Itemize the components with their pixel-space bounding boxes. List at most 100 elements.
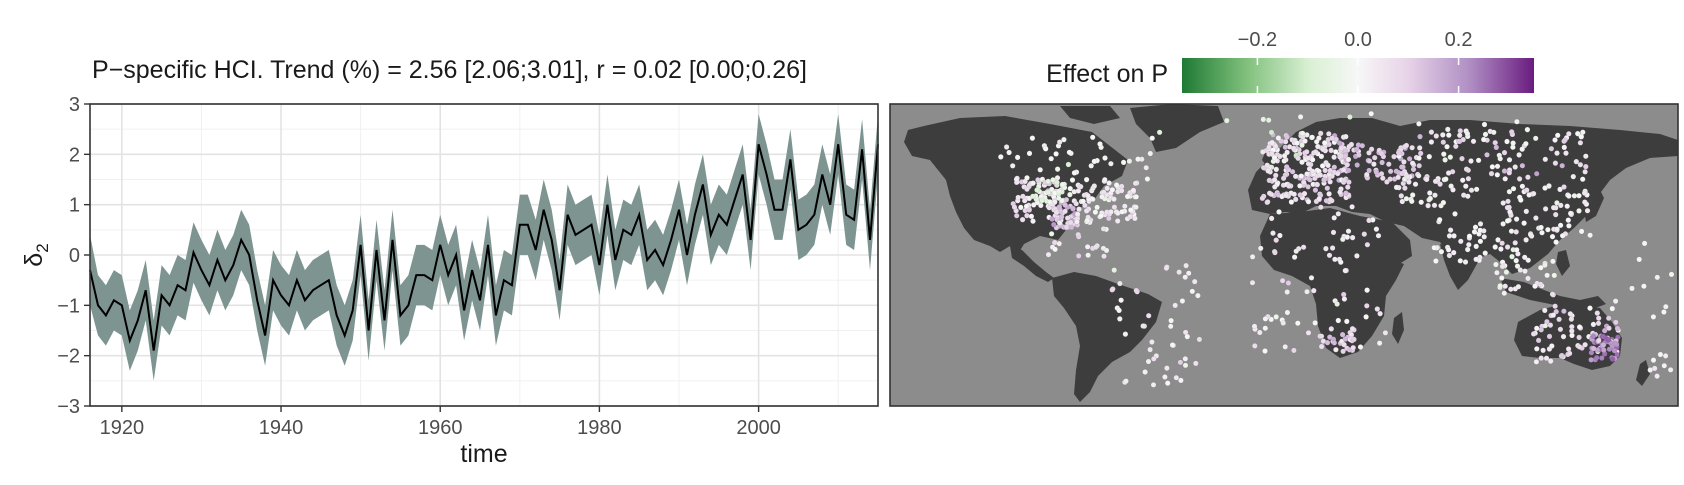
station-point — [1574, 130, 1581, 137]
station-point — [1297, 114, 1304, 120]
station-point — [1537, 281, 1544, 288]
data-point — [208, 284, 210, 286]
station-point — [1535, 337, 1542, 344]
station-point — [1049, 216, 1055, 222]
station-point — [1326, 191, 1332, 197]
data-point — [185, 289, 187, 291]
station-point — [1013, 212, 1020, 219]
station-point — [1338, 259, 1344, 266]
station-point — [1501, 168, 1508, 174]
station-point — [1566, 193, 1572, 199]
y-axis: −3 −2 −1 0 1 2 3 — [57, 94, 90, 418]
station-point — [1034, 187, 1040, 193]
station-point — [1117, 316, 1123, 322]
data-point — [551, 239, 553, 241]
station-point — [1269, 151, 1275, 157]
station-point — [1544, 272, 1550, 279]
data-point — [654, 249, 656, 251]
station-point — [1427, 190, 1433, 196]
data-point — [694, 214, 696, 216]
data-point — [439, 244, 441, 246]
station-point — [1559, 232, 1566, 239]
station-point — [1075, 188, 1082, 194]
station-point — [1560, 333, 1567, 340]
station-point — [1290, 145, 1297, 152]
station-point — [1185, 270, 1192, 277]
station-point — [1110, 286, 1116, 292]
station-point — [1091, 183, 1098, 189]
station-point — [1305, 198, 1312, 205]
station-point — [1084, 217, 1091, 224]
data-point — [105, 314, 107, 316]
station-point — [1534, 345, 1540, 352]
station-point — [1426, 153, 1433, 160]
station-point — [1313, 138, 1320, 145]
station-point — [1122, 331, 1129, 337]
station-point — [1508, 129, 1515, 135]
station-point — [1446, 132, 1452, 138]
station-point — [1305, 329, 1312, 336]
station-point — [1499, 275, 1505, 281]
station-point — [1147, 150, 1154, 157]
station-point — [1268, 215, 1275, 222]
station-point — [1164, 365, 1170, 371]
station-point — [1128, 207, 1134, 213]
x-tick-label: 1960 — [418, 417, 463, 439]
station-point — [1111, 204, 1118, 210]
station-point — [1556, 316, 1562, 323]
station-point — [1063, 196, 1070, 203]
data-point — [487, 244, 489, 246]
station-point — [1497, 155, 1503, 162]
station-point — [1596, 337, 1602, 344]
station-point — [1409, 198, 1415, 205]
x-tick-label: 1940 — [259, 417, 304, 439]
station-point — [1400, 164, 1406, 170]
data-point — [638, 214, 640, 216]
station-point — [1328, 147, 1334, 154]
station-point — [1266, 190, 1273, 196]
station-point — [1118, 187, 1125, 194]
station-point — [1538, 224, 1544, 231]
data-point — [344, 335, 346, 337]
station-point — [1553, 239, 1559, 245]
station-point — [1067, 185, 1073, 192]
station-point — [1051, 221, 1057, 228]
station-point — [1554, 200, 1560, 206]
station-point — [1260, 149, 1266, 155]
station-point — [1587, 232, 1593, 238]
station-point — [1350, 344, 1356, 351]
station-point — [1064, 215, 1071, 221]
station-point — [1518, 197, 1524, 203]
station-point — [1340, 167, 1347, 173]
station-point — [1494, 171, 1501, 178]
station-point — [1178, 377, 1184, 384]
station-point — [1443, 176, 1449, 182]
station-point — [1085, 192, 1091, 199]
station-point — [1061, 136, 1067, 143]
station-point — [1100, 225, 1107, 232]
station-point — [1566, 222, 1572, 229]
station-point — [1371, 161, 1377, 167]
station-point — [1557, 186, 1563, 193]
station-point — [1416, 145, 1423, 151]
station-point — [1525, 257, 1531, 264]
station-point — [1341, 296, 1348, 302]
y-tick-label: −2 — [57, 346, 80, 368]
data-point — [567, 214, 569, 216]
station-point — [1054, 179, 1060, 186]
station-point — [1119, 208, 1125, 215]
station-point — [1116, 307, 1122, 314]
station-point — [1249, 253, 1256, 260]
station-point — [1196, 336, 1203, 343]
station-point — [1576, 334, 1582, 341]
confidence-band — [90, 114, 878, 381]
land-north-america — [904, 116, 1128, 254]
station-point — [1273, 237, 1279, 243]
station-point — [1053, 151, 1059, 157]
data-point — [280, 294, 282, 296]
station-point — [1191, 278, 1198, 285]
station-point — [1387, 176, 1393, 182]
data-point — [399, 314, 401, 316]
station-point — [1149, 339, 1155, 345]
station-point — [1144, 176, 1151, 182]
